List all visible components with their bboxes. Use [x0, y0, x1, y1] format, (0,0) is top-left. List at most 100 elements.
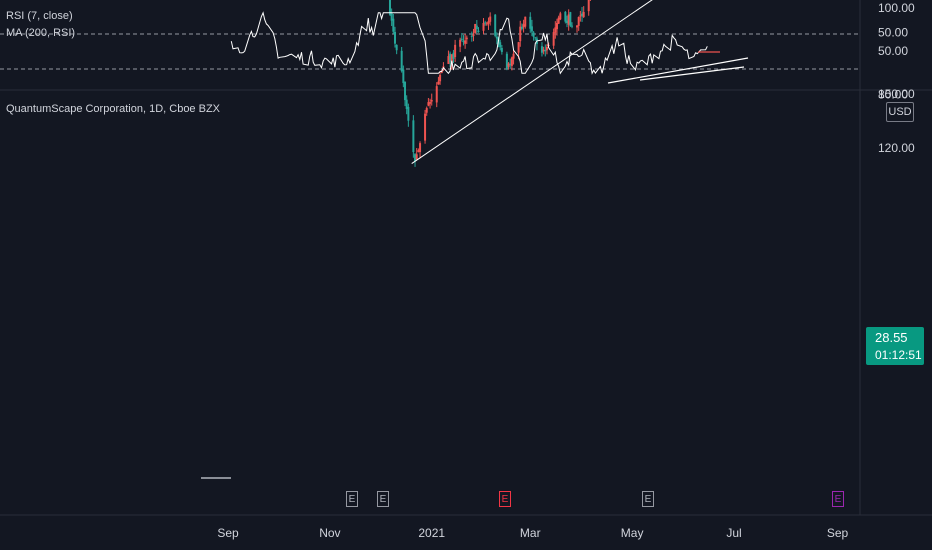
candle-body — [472, 34, 475, 36]
candle-body — [429, 102, 432, 104]
candle-body — [517, 42, 520, 53]
price-axis-label: 120.00 — [878, 141, 915, 155]
candle-body — [557, 17, 560, 24]
candle-body — [485, 23, 488, 25]
time-axis-label: Jul — [726, 526, 741, 540]
candle-body — [559, 13, 562, 20]
candle-body — [460, 38, 463, 40]
candle-body — [459, 39, 462, 47]
time-axis-label: May — [621, 526, 644, 540]
candle-body — [534, 37, 537, 39]
last-price-badge: 28.55 01:12:51 — [866, 327, 924, 365]
candle-body — [482, 22, 485, 31]
candle-body — [554, 27, 557, 33]
candle-body — [470, 35, 473, 37]
candle-body — [542, 49, 545, 52]
candle-body — [566, 20, 569, 24]
candle-body — [419, 143, 422, 153]
candle-body — [390, 12, 393, 21]
time-axis-label: Nov — [319, 526, 340, 540]
candle-body — [489, 16, 492, 22]
candles — [388, 0, 591, 167]
candle-body — [447, 56, 450, 64]
last-price-value: 28.55 — [875, 330, 908, 345]
candle-body — [400, 50, 403, 72]
candle-body — [532, 32, 535, 37]
earnings-marker[interactable]: E — [346, 491, 358, 507]
candle-body — [520, 26, 523, 29]
candle-body — [430, 99, 433, 102]
rsi-trendline — [607, 57, 749, 84]
candle-body — [437, 81, 440, 85]
candle-body — [519, 26, 522, 42]
candle-body — [452, 52, 455, 59]
candle-body — [499, 42, 502, 48]
rsi-axis-label: 100.00 — [878, 1, 915, 15]
candle-body — [402, 69, 405, 84]
bar-countdown: 01:12:51 — [875, 348, 922, 362]
time-axis-label: Sep — [217, 526, 239, 540]
candle-body — [510, 57, 513, 66]
candle-body — [439, 74, 442, 82]
candle-body — [530, 26, 533, 32]
rsi-line — [230, 11, 708, 75]
candle-body — [454, 44, 457, 58]
time-axis-label: Mar — [520, 526, 541, 540]
earnings-marker[interactable]: E — [642, 491, 654, 507]
earnings-marker[interactable]: E — [832, 491, 844, 507]
candle-body — [529, 16, 532, 29]
symbol-title: QuantumScape Corporation, 1D, Cboe BZX — [6, 103, 221, 115]
candle-body — [450, 54, 453, 65]
earnings-marker[interactable]: E — [377, 491, 389, 507]
time-axis-label: Sep — [827, 526, 849, 540]
candle-body — [475, 25, 478, 30]
candle-body — [512, 53, 515, 59]
candle-body — [435, 86, 438, 103]
candle-body — [576, 25, 579, 28]
candle-body — [449, 53, 452, 63]
candle-body — [393, 31, 396, 44]
candle-body — [424, 113, 427, 141]
candle-body — [417, 150, 420, 152]
candle-body — [569, 12, 572, 26]
candle-body — [540, 46, 543, 53]
currency-label[interactable]: USD — [886, 102, 914, 122]
candle-body — [464, 40, 467, 44]
price-trendline — [411, 0, 653, 164]
candle-body — [474, 23, 477, 33]
rsi-trendline — [639, 66, 745, 81]
candle-body — [405, 99, 408, 110]
candle-body — [404, 81, 407, 101]
candle-body — [555, 23, 558, 30]
candle-body — [577, 17, 580, 26]
candle-body — [487, 21, 490, 24]
time-axis-label: 2021 — [418, 526, 445, 540]
candle-body — [579, 15, 582, 17]
candle-body — [552, 32, 555, 46]
candle-body — [462, 40, 465, 43]
candle-body — [484, 22, 487, 24]
candle-body — [427, 102, 430, 106]
candle-body — [500, 47, 503, 52]
candle-body — [425, 108, 428, 113]
candle-body — [392, 18, 395, 32]
candle-body — [581, 13, 584, 16]
candle-body — [412, 120, 415, 153]
candle-body — [507, 63, 510, 67]
candle-body — [582, 11, 585, 17]
candle-body — [414, 154, 417, 162]
rsi-axis-label-partial: 150.00 — [878, 87, 915, 101]
candle-body — [567, 14, 570, 25]
candle-body — [388, 0, 391, 15]
candle-body — [564, 11, 567, 22]
candle-body — [544, 49, 547, 52]
candle-body — [494, 14, 497, 36]
price-axis-label: 80.00 — [878, 88, 908, 102]
candle-body — [571, 25, 574, 27]
candle-body — [407, 106, 410, 121]
earnings-marker[interactable]: E — [499, 491, 511, 507]
ma-legend-label: MA (200, RSI) — [6, 27, 76, 39]
candle-body — [415, 154, 418, 160]
candle-body — [465, 37, 468, 40]
